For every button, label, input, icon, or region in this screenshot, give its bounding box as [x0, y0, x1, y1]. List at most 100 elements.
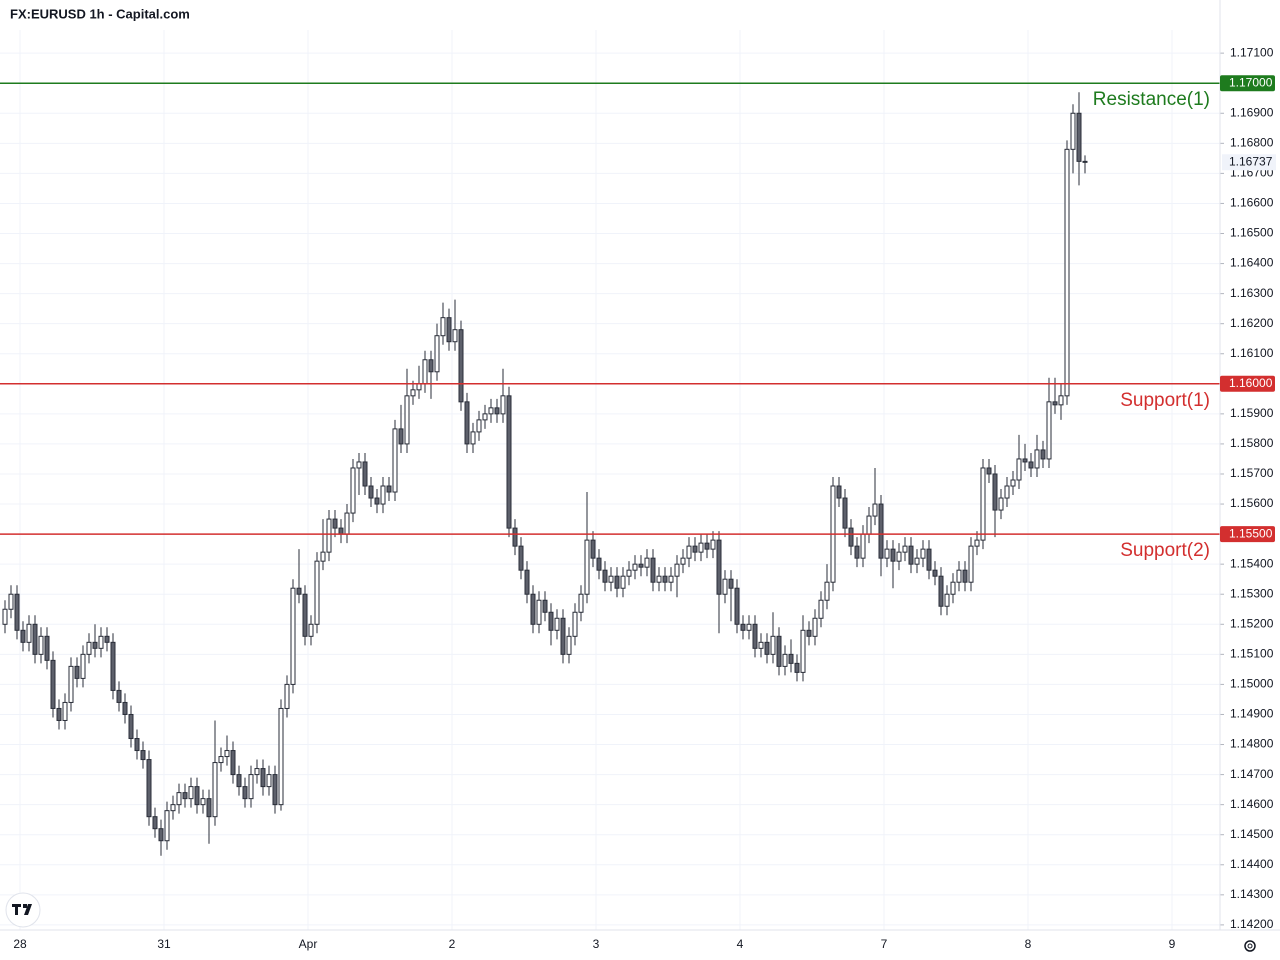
candle-body [1052, 401, 1058, 406]
candle-body [974, 539, 980, 547]
candle-body [2, 608, 8, 625]
y-tick-label: 1.15600 [1230, 496, 1274, 510]
candle-body [716, 539, 722, 595]
candle-body [1040, 449, 1046, 460]
candle-body [482, 413, 488, 421]
candle-body [956, 569, 962, 583]
y-tick-label: 1.15400 [1230, 556, 1274, 570]
candle-body [992, 473, 998, 511]
candle-body [308, 623, 314, 637]
candle-body [350, 467, 356, 514]
candle-body [776, 635, 782, 667]
candle-body [206, 798, 212, 818]
x-tick-label: 8 [1025, 937, 1032, 951]
candle-body [410, 389, 416, 397]
chart-title: FX:EURUSD 1h - Capital.com [10, 6, 190, 21]
candle-body [98, 635, 104, 649]
candle-body [248, 774, 254, 800]
x-tick-label: 31 [157, 937, 171, 951]
candle-body [68, 665, 74, 703]
x-tick-label: 28 [13, 937, 27, 951]
candle-body [926, 548, 932, 571]
y-tick-label: 1.15000 [1230, 677, 1274, 691]
candle-body [14, 593, 20, 631]
candle-body [920, 548, 926, 559]
candle-body [842, 497, 848, 529]
candle-body [848, 527, 854, 547]
last-price-label: 1.16737 [1229, 154, 1273, 168]
candle-body [1076, 112, 1082, 162]
candle-body [518, 545, 524, 571]
candle-body [146, 759, 152, 818]
candle-body [236, 774, 242, 788]
level-name: Support(2) [1120, 540, 1210, 561]
candle-body [188, 786, 194, 800]
candle-body [602, 569, 608, 583]
candle-body [578, 593, 584, 613]
candle-body [902, 545, 908, 553]
y-tick-label: 1.16400 [1230, 256, 1274, 270]
candle-body [560, 617, 566, 655]
candle-body [788, 653, 794, 664]
candle-body [344, 512, 350, 535]
candle-body [668, 575, 674, 583]
candle-body [170, 804, 176, 812]
candle-body [32, 623, 38, 655]
candle-body [536, 599, 542, 625]
candle-body [494, 407, 500, 415]
candle-body [266, 774, 272, 788]
candle-body [80, 653, 86, 679]
candle-body [296, 587, 302, 595]
candle-body [1016, 458, 1022, 481]
candle-body [458, 329, 464, 403]
y-tick-label: 1.16500 [1230, 226, 1274, 240]
candle-body [110, 641, 116, 691]
plot-area: Resistance(1) Support(1) Support(2) [0, 82, 1220, 856]
candle-body [650, 557, 656, 583]
y-tick-label: 1.17100 [1230, 45, 1274, 59]
candle-body [290, 587, 296, 685]
candle-body [194, 786, 200, 806]
candle-body [554, 617, 560, 631]
x-tick-label: Apr [299, 937, 318, 951]
candle-body [968, 545, 974, 583]
candle-body [614, 575, 620, 589]
candle-body [38, 635, 44, 655]
candle-body [914, 557, 920, 565]
candle-body [908, 545, 914, 565]
candle-body [752, 623, 758, 649]
candle-body [338, 527, 344, 535]
level-name: Support(1) [1120, 390, 1210, 411]
candle-body [548, 611, 554, 631]
candle-body [1058, 395, 1064, 406]
candle-body [626, 569, 632, 577]
candle-body [512, 527, 518, 547]
candle-body [740, 623, 746, 631]
candle-body [422, 359, 428, 385]
candle-body [326, 518, 332, 553]
candle-body [446, 317, 452, 343]
x-tick-label: 9 [1169, 937, 1176, 951]
candle-body [896, 551, 902, 562]
candle-body [26, 623, 32, 643]
level-tag-label: 1.15500 [1229, 526, 1273, 540]
candle-body [938, 575, 944, 607]
candle-body [1010, 479, 1016, 487]
candle-body [542, 599, 548, 613]
x-tick-label: 3 [593, 937, 600, 951]
candle-body [62, 701, 68, 721]
candle-body [224, 750, 230, 758]
candle-body [746, 623, 752, 631]
candle-body [800, 629, 806, 673]
candle-body [704, 542, 710, 550]
y-tick-label: 1.16200 [1230, 316, 1274, 330]
candle-body [698, 542, 704, 553]
candle-body [50, 659, 56, 709]
candle-body [1046, 401, 1052, 460]
candle-body [332, 518, 338, 529]
candle-body [866, 515, 872, 535]
level-tag-label: 1.16000 [1229, 376, 1273, 390]
settings-icon[interactable] [1244, 940, 1256, 952]
candle-body [176, 792, 182, 806]
